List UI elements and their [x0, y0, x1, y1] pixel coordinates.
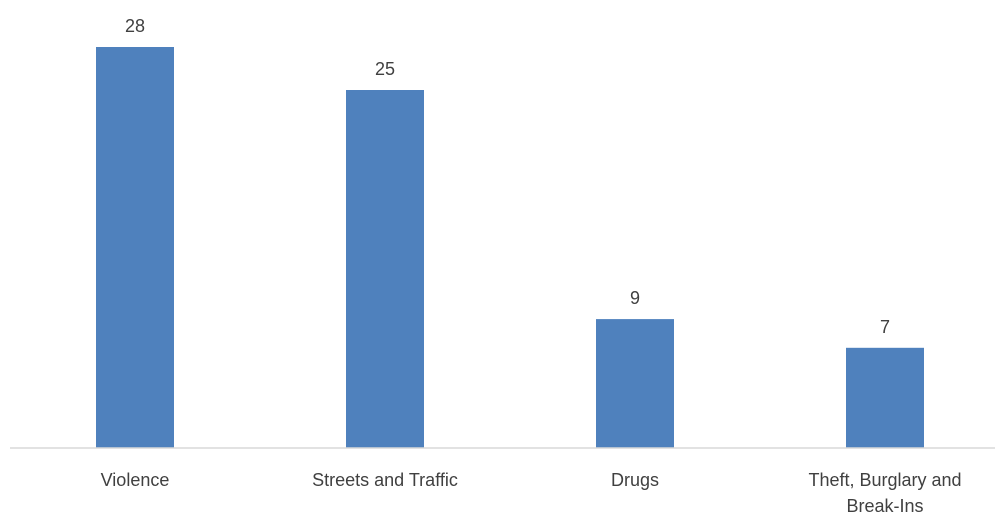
x-tick-label: Break-Ins	[846, 496, 923, 516]
bar	[346, 90, 424, 448]
data-labels-layer: 28 25 9 7	[125, 16, 890, 337]
bar	[96, 47, 174, 448]
x-tick-label: Streets and Traffic	[312, 470, 458, 490]
x-tick-label: Theft, Burglary and	[808, 470, 961, 490]
x-tick-label: Drugs	[611, 470, 659, 490]
x-tick-labels-layer: Violence Streets and Traffic Drugs Theft, B…	[101, 470, 962, 516]
data-label: 7	[880, 317, 890, 337]
data-label: 25	[375, 59, 395, 79]
bar	[596, 319, 674, 448]
x-tick-label: Violence	[101, 470, 170, 490]
bar	[846, 347, 924, 449]
data-label: 9	[630, 288, 640, 308]
data-label: 28	[125, 16, 145, 36]
bars-layer	[96, 47, 924, 449]
